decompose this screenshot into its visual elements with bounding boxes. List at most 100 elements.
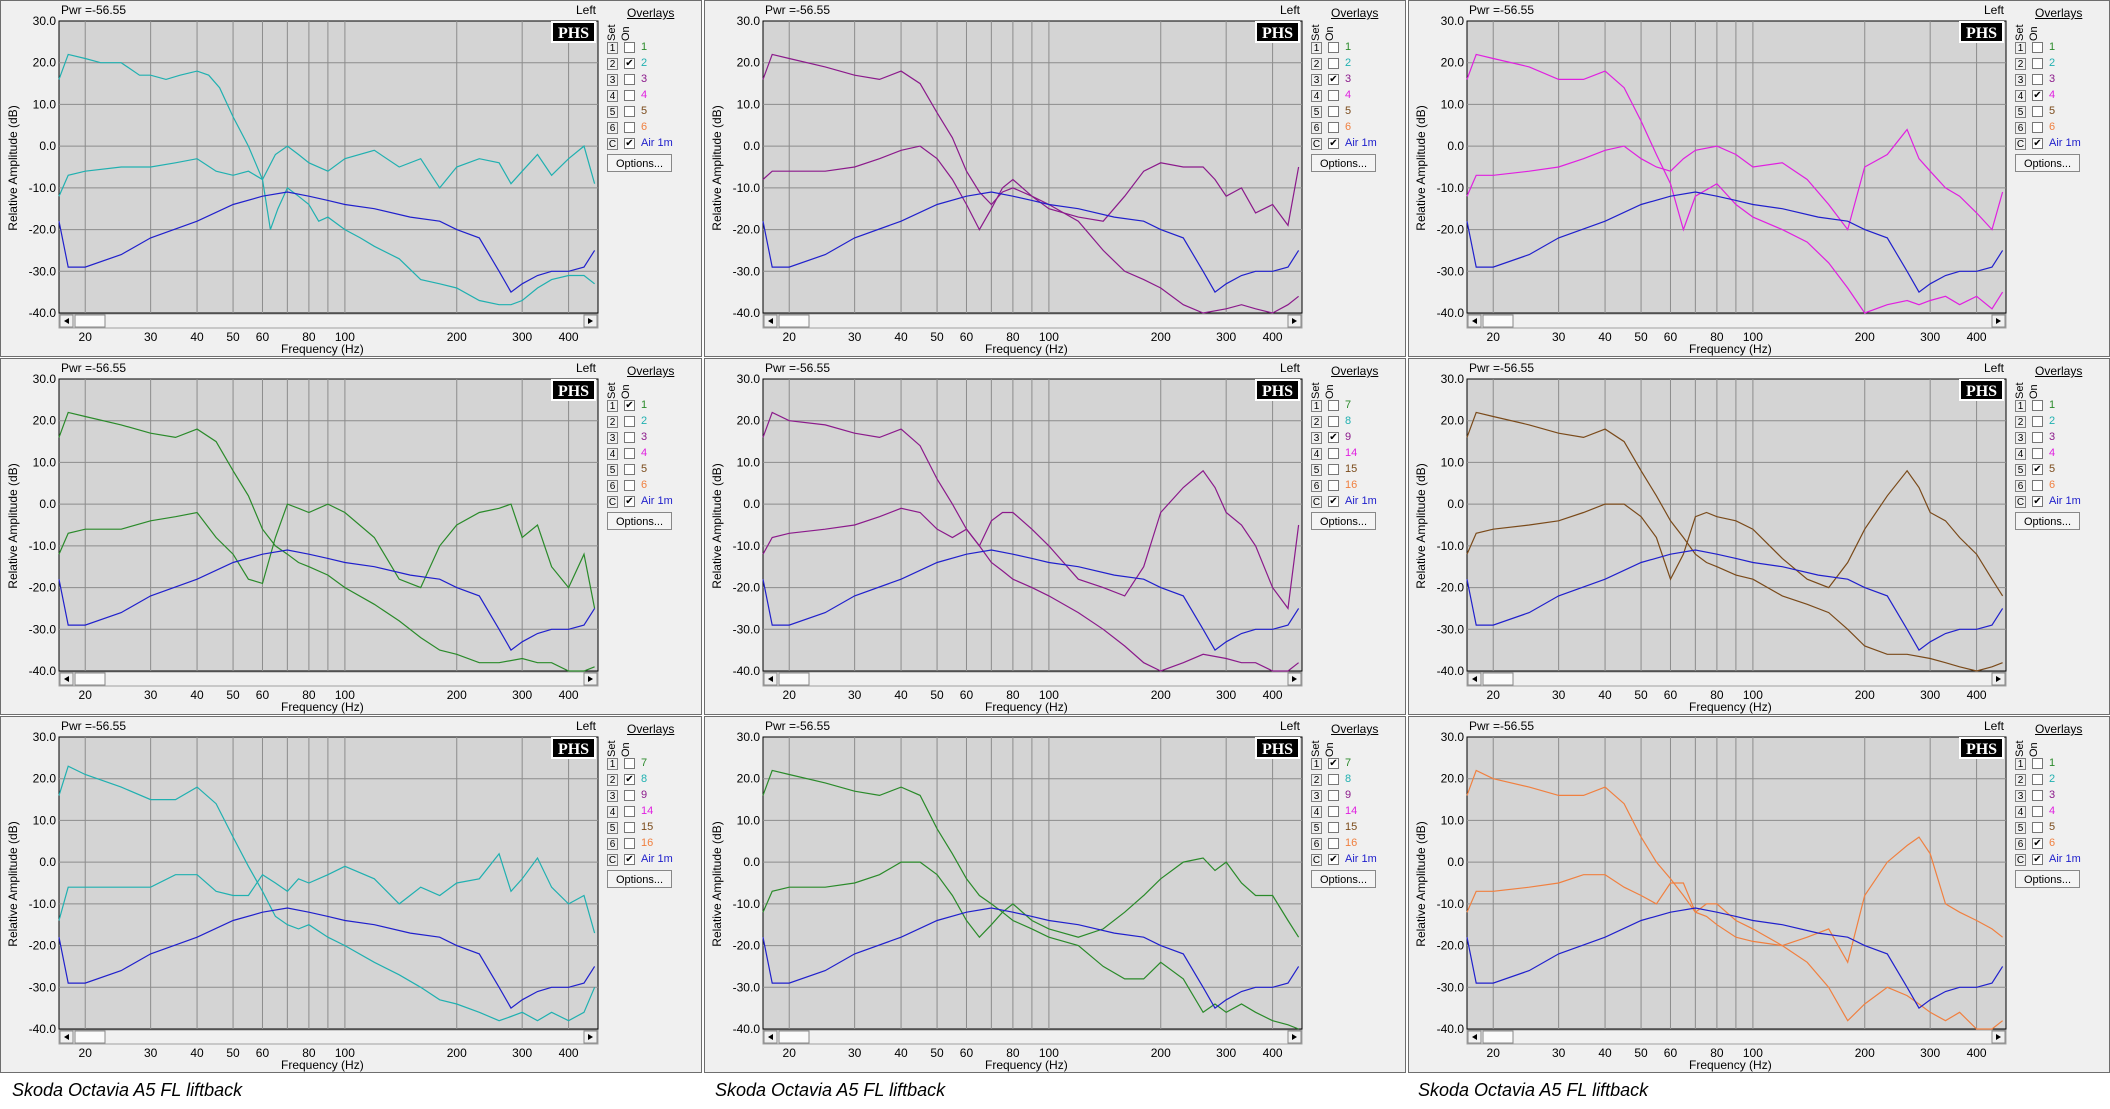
set-button[interactable]: 4 — [2015, 448, 2026, 460]
set-button[interactable]: C — [1311, 496, 1322, 508]
overlay-checkbox[interactable] — [1328, 42, 1339, 53]
overlay-checkbox[interactable] — [1328, 90, 1339, 101]
set-button[interactable]: 5 — [1311, 464, 1322, 476]
set-button[interactable]: 6 — [1311, 838, 1322, 850]
set-button[interactable]: 2 — [1311, 774, 1322, 786]
set-button[interactable]: 5 — [2015, 106, 2026, 118]
overlay-checkbox[interactable] — [1328, 122, 1339, 133]
overlay-checkbox[interactable]: ✔ — [624, 496, 635, 507]
set-button[interactable]: 6 — [2015, 480, 2026, 492]
overlay-checkbox[interactable] — [1328, 838, 1339, 849]
set-button[interactable]: C — [1311, 854, 1322, 866]
set-button[interactable]: C — [607, 854, 618, 866]
set-button[interactable]: 1 — [1311, 42, 1322, 54]
overlay-checkbox[interactable] — [624, 448, 635, 459]
overlay-checkbox[interactable]: ✔ — [1328, 496, 1339, 507]
set-button[interactable]: 4 — [2015, 90, 2026, 102]
set-button[interactable]: 1 — [1311, 758, 1322, 770]
overlay-checkbox[interactable] — [624, 480, 635, 491]
set-button[interactable]: 5 — [607, 464, 618, 476]
overlay-checkbox[interactable] — [2032, 122, 2043, 133]
set-button[interactable]: 2 — [607, 774, 618, 786]
set-button[interactable]: C — [607, 138, 618, 150]
overlay-checkbox[interactable] — [1328, 774, 1339, 785]
overlay-checkbox[interactable] — [1328, 448, 1339, 459]
set-button[interactable]: 4 — [607, 448, 618, 460]
set-button[interactable]: 4 — [2015, 806, 2026, 818]
overlay-checkbox[interactable] — [1328, 106, 1339, 117]
overlay-checkbox[interactable]: ✔ — [624, 854, 635, 865]
overlay-checkbox[interactable] — [2032, 806, 2043, 817]
overlay-checkbox[interactable] — [1328, 400, 1339, 411]
set-button[interactable]: 5 — [2015, 822, 2026, 834]
set-button[interactable]: 6 — [607, 838, 618, 850]
set-button[interactable]: 6 — [607, 122, 618, 134]
set-button[interactable]: 1 — [607, 758, 618, 770]
overlay-checkbox[interactable] — [2032, 400, 2043, 411]
overlay-checkbox[interactable] — [1328, 480, 1339, 491]
overlay-checkbox[interactable] — [2032, 106, 2043, 117]
set-button[interactable]: 3 — [607, 790, 618, 802]
set-button[interactable]: 1 — [1311, 400, 1322, 412]
overlay-checkbox[interactable] — [2032, 416, 2043, 427]
overlay-checkbox[interactable]: ✔ — [624, 138, 635, 149]
set-button[interactable]: C — [2015, 854, 2026, 866]
overlay-checkbox[interactable] — [624, 838, 635, 849]
overlay-checkbox[interactable] — [624, 432, 635, 443]
overlay-checkbox[interactable] — [2032, 758, 2043, 769]
set-button[interactable]: 4 — [1311, 806, 1322, 818]
overlay-checkbox[interactable] — [624, 790, 635, 801]
overlay-checkbox[interactable] — [2032, 448, 2043, 459]
set-button[interactable]: 6 — [1311, 122, 1322, 134]
set-button[interactable]: 6 — [2015, 122, 2026, 134]
set-button[interactable]: 1 — [607, 42, 618, 54]
overlay-checkbox[interactable]: ✔ — [2032, 496, 2043, 507]
overlay-checkbox[interactable] — [624, 464, 635, 475]
set-button[interactable]: 4 — [607, 806, 618, 818]
overlay-checkbox[interactable] — [1328, 416, 1339, 427]
overlay-checkbox[interactable]: ✔ — [1328, 854, 1339, 865]
options-button[interactable]: Options... — [607, 870, 672, 888]
overlay-checkbox[interactable]: ✔ — [2032, 838, 2043, 849]
overlay-checkbox[interactable] — [2032, 432, 2043, 443]
set-button[interactable]: 3 — [607, 74, 618, 86]
set-button[interactable]: 4 — [1311, 448, 1322, 460]
options-button[interactable]: Options... — [607, 154, 672, 172]
overlay-checkbox[interactable] — [624, 822, 635, 833]
overlay-checkbox[interactable]: ✔ — [2032, 90, 2043, 101]
set-button[interactable]: 3 — [1311, 790, 1322, 802]
overlay-checkbox[interactable] — [624, 42, 635, 53]
overlay-checkbox[interactable] — [624, 90, 635, 101]
set-button[interactable]: 2 — [2015, 416, 2026, 428]
overlay-checkbox[interactable]: ✔ — [1328, 432, 1339, 443]
overlay-checkbox[interactable]: ✔ — [1328, 74, 1339, 85]
set-button[interactable]: C — [1311, 138, 1322, 150]
set-button[interactable]: 6 — [1311, 480, 1322, 492]
set-button[interactable]: 2 — [2015, 58, 2026, 70]
set-button[interactable]: C — [2015, 138, 2026, 150]
overlay-checkbox[interactable] — [1328, 822, 1339, 833]
set-button[interactable]: 2 — [607, 416, 618, 428]
overlay-checkbox[interactable] — [2032, 58, 2043, 69]
overlay-checkbox[interactable] — [624, 758, 635, 769]
overlay-checkbox[interactable] — [2032, 822, 2043, 833]
overlay-checkbox[interactable] — [2032, 774, 2043, 785]
overlay-checkbox[interactable] — [624, 416, 635, 427]
options-button[interactable]: Options... — [1311, 154, 1376, 172]
overlay-checkbox[interactable]: ✔ — [624, 58, 635, 69]
overlay-checkbox[interactable] — [624, 74, 635, 85]
set-button[interactable]: C — [2015, 496, 2026, 508]
set-button[interactable]: 5 — [2015, 464, 2026, 476]
set-button[interactable]: 1 — [2015, 400, 2026, 412]
set-button[interactable]: 4 — [607, 90, 618, 102]
set-button[interactable]: 5 — [607, 106, 618, 118]
options-button[interactable]: Options... — [1311, 512, 1376, 530]
overlay-checkbox[interactable] — [624, 122, 635, 133]
set-button[interactable]: 2 — [607, 58, 618, 70]
set-button[interactable]: 5 — [1311, 822, 1322, 834]
set-button[interactable]: 3 — [1311, 74, 1322, 86]
overlay-checkbox[interactable] — [624, 806, 635, 817]
set-button[interactable]: 5 — [607, 822, 618, 834]
set-button[interactable]: 2 — [1311, 416, 1322, 428]
set-button[interactable]: 6 — [607, 480, 618, 492]
